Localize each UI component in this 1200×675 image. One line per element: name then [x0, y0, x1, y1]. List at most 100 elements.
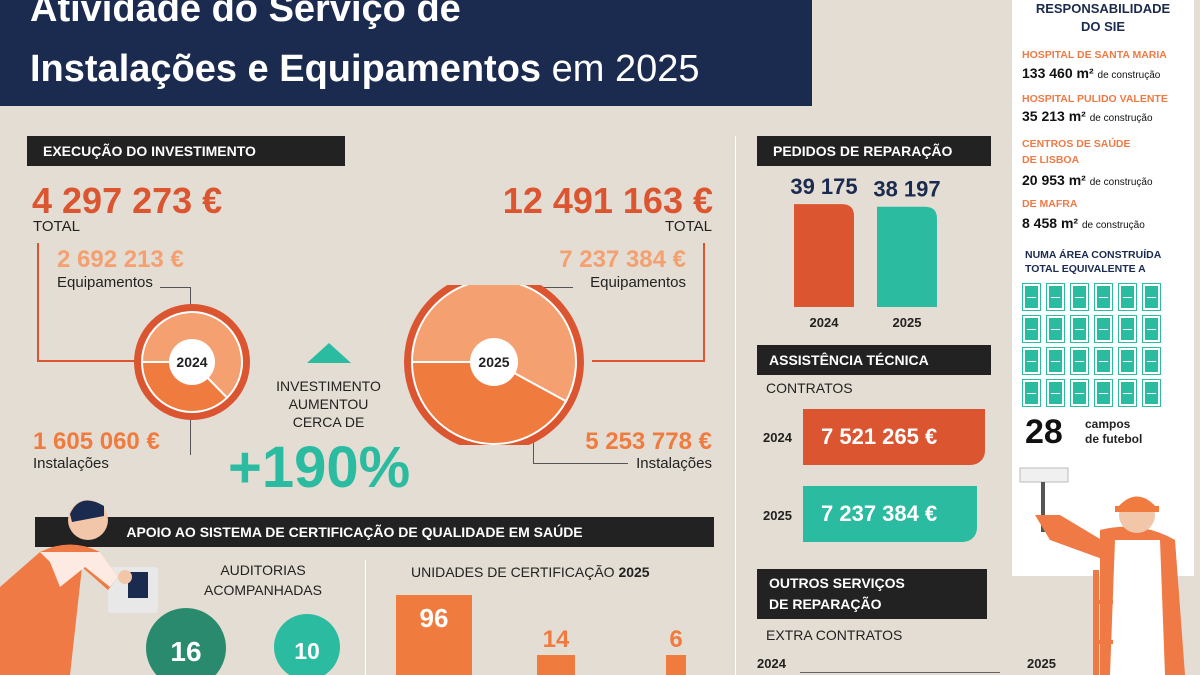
units-bar — [537, 655, 575, 675]
repairs-value-label: 38 197 — [873, 177, 940, 202]
fields-label-line: de futebol — [1085, 432, 1143, 446]
football-field-icon — [1142, 379, 1161, 407]
connector-line — [592, 360, 705, 362]
pie-year-label: 2025 — [478, 354, 509, 370]
connector-line — [533, 287, 573, 288]
fields-count: 28 — [1025, 413, 1063, 451]
units-bar — [396, 595, 472, 675]
equip-2024-label: Equipamentos — [57, 274, 153, 291]
repairs-bar-chart: 39 175 2024 38 197 2025 — [790, 174, 940, 330]
increase-text-line: CERCA DE — [292, 414, 365, 430]
football-field-icon — [1046, 315, 1065, 343]
other-header-line: OUTROS SERVIÇOS — [769, 575, 905, 591]
audit-circle-2024 — [146, 608, 226, 675]
football-field-icon — [1070, 315, 1089, 343]
site-value: 35 213 m² de construção — [1022, 108, 1153, 124]
certification-header: APOIO AO SISTEMA DE CERTIFICAÇÃO DE QUAL… — [35, 517, 714, 547]
inst-2024-label: Instalações — [33, 455, 109, 472]
repairs-value-label: 39 175 — [790, 174, 857, 199]
football-field-icon — [1046, 347, 1065, 375]
units-value-label: 6 — [669, 626, 682, 653]
page-title-line2: Instalações e Equipamentos em 2025 — [30, 48, 700, 91]
area-text-line: NUMA ÁREA CONSTRUÍDA — [1025, 249, 1162, 261]
increase-text-line: AUMENTOU — [288, 396, 369, 412]
site-value-suffix: de construção — [1097, 70, 1161, 81]
site-value-number: 8 458 — [1022, 215, 1058, 231]
painter-illustration-icon — [1019, 467, 1185, 675]
fields-label-line: campos — [1085, 417, 1131, 431]
football-field-icon — [1022, 283, 1041, 311]
football-field-icon — [1094, 283, 1113, 311]
connector-line — [703, 243, 705, 361]
technical-year-2025: 2025 — [763, 508, 792, 523]
area-text-line: TOTAL EQUIVALENTE A — [1025, 263, 1146, 275]
site-value: 8 458 m² de construção — [1022, 215, 1145, 231]
increase-value: +190% — [228, 435, 411, 500]
audit-circle-2025 — [274, 614, 340, 675]
audit-value-2025: 10 — [294, 638, 320, 664]
football-fields-grid — [1022, 283, 1182, 408]
football-field-icon — [1070, 283, 1089, 311]
units-bar — [666, 655, 686, 675]
connector-line — [190, 410, 191, 455]
football-field-icon — [1118, 347, 1137, 375]
football-field-icon — [1094, 347, 1113, 375]
units-value-label: 14 — [543, 626, 570, 653]
other-sub: EXTRA CONTRATOS — [766, 627, 903, 643]
up-triangle-icon — [307, 343, 351, 363]
site-value-suffix: de construção — [1089, 177, 1153, 188]
site-value-suffix: de construção — [1081, 220, 1145, 231]
repairs-bar-2025 — [877, 206, 937, 307]
other-year-2024: 2024 — [757, 656, 786, 671]
total-2025-label: TOTAL — [665, 218, 712, 235]
football-field-icon — [1070, 379, 1089, 407]
other-header: OUTROS SERVIÇOS DE REPARAÇÃO — [757, 569, 987, 619]
site-value-unit: m² — [1076, 65, 1094, 81]
football-field-icon — [1118, 283, 1137, 311]
other-year-2025: 2025 — [1027, 656, 1056, 671]
connector-line — [533, 463, 628, 464]
equip-2025-label: Equipamentos — [590, 274, 686, 291]
football-field-icon — [1070, 347, 1089, 375]
inst-2025-label: Instalações — [636, 455, 712, 472]
worker-illustration-icon — [0, 500, 158, 675]
football-field-icon — [1094, 379, 1113, 407]
site-name: CENTROS DE SAÚDE DE LISBOA — [1022, 136, 1131, 168]
area-text: NUMA ÁREA CONSTRUÍDA TOTAL EQUIVALENTE A — [1025, 248, 1161, 276]
site-name: HOSPITAL PULIDO VALENTE — [1022, 93, 1168, 105]
connector-line — [533, 425, 534, 463]
responsibility-head-line: DO SIE — [1080, 19, 1126, 34]
connector-line — [37, 243, 39, 361]
site-value-unit: m² — [1068, 172, 1086, 188]
audit-value-2024: 16 — [170, 636, 202, 667]
fields-label: campos de futebol — [1085, 417, 1142, 447]
total-2024-label: TOTAL — [33, 218, 80, 235]
units-label-year: 2025 — [618, 564, 650, 580]
pie-center — [169, 339, 215, 385]
inst-2024: 1 605 060 € — [33, 428, 160, 455]
page-title-year: em 2025 — [551, 48, 700, 90]
pie-year-label: 2024 — [176, 354, 207, 370]
site-name: DE MAFRA — [1022, 198, 1078, 210]
technical-value-2025: 7 237 384 € — [803, 486, 977, 542]
increase-text: INVESTIMENTO AUMENTOU CERCA DE — [256, 377, 401, 431]
repairs-year-label: 2024 — [810, 315, 840, 330]
audits-label-line: ACOMPANHADAS — [204, 582, 322, 598]
site-value-number: 133 460 — [1022, 65, 1073, 81]
site-name-line: CENTROS DE SAÚDE — [1022, 138, 1131, 150]
page-title-line1: Atividade do Serviço de — [30, 0, 461, 30]
units-bar-chart: 96 14 6 — [396, 595, 686, 675]
total-2025: 12 491 163 € — [502, 180, 713, 221]
units-label-text: UNIDADES DE CERTIFICAÇÃO — [411, 564, 615, 580]
connector-line — [37, 360, 137, 362]
responsibility-head-line: RESPONSABILIDADE — [1035, 1, 1171, 16]
column-divider — [735, 136, 736, 675]
football-field-icon — [1022, 315, 1041, 343]
technical-sub: CONTRATOS — [766, 380, 853, 396]
title-banner — [0, 0, 812, 106]
site-name: HOSPITAL DE SANTA MARIA — [1022, 49, 1167, 61]
site-value-number: 35 213 — [1022, 108, 1065, 124]
equip-2025: 7 237 384 € — [559, 246, 686, 273]
connector-line — [160, 287, 190, 288]
equip-2024: 2 692 213 € — [57, 246, 184, 273]
